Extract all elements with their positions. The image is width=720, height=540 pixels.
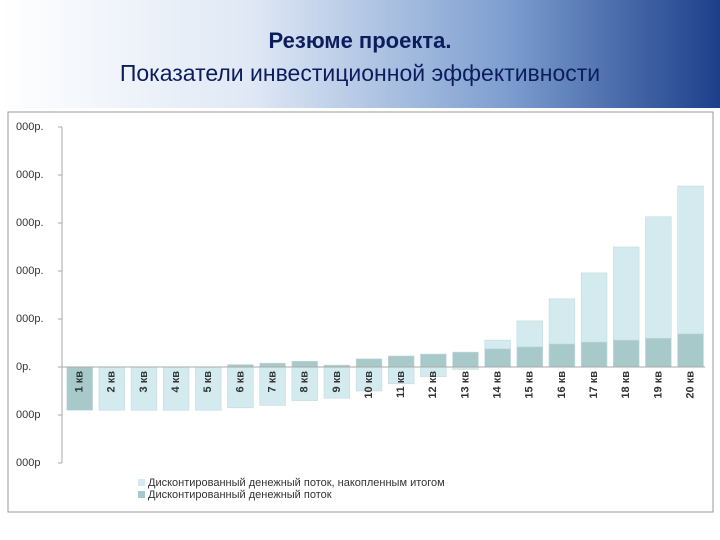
- x-tick-label: 17 кв: [588, 371, 600, 399]
- x-tick-label: 2 кв: [106, 371, 118, 393]
- bar: [645, 337, 672, 368]
- legend-label: Дисконтированный денежный поток: [148, 489, 332, 501]
- bar: [227, 366, 254, 409]
- bar: [291, 360, 318, 368]
- y-tick-label: 0р.: [16, 361, 31, 373]
- x-tick-label: 4 кв: [170, 371, 182, 393]
- legend-label: Дисконтированный денежный поток, накопле…: [148, 477, 445, 489]
- bar: [420, 353, 447, 368]
- x-tick-label: 3 кв: [138, 371, 150, 393]
- x-tick-label: 11 кв: [395, 371, 407, 398]
- bar: [677, 333, 704, 368]
- x-tick-label: 20 кв: [684, 371, 696, 399]
- y-tick-label: 000р: [16, 409, 40, 421]
- y-tick-label: 000р.: [16, 265, 44, 277]
- x-tick-label: 1 кв: [74, 371, 86, 393]
- bar: [516, 346, 543, 368]
- bar: [323, 366, 351, 399]
- bar: [162, 366, 190, 411]
- bar: [484, 348, 511, 368]
- x-tick-label: 19 кв: [652, 371, 664, 399]
- x-tick-label: 13 кв: [459, 371, 471, 399]
- bar: [548, 343, 576, 368]
- x-tick-label: 10 кв: [363, 371, 375, 399]
- chart-frame: [7, 111, 714, 513]
- x-tick-label: 16 кв: [556, 371, 568, 399]
- bar: [355, 366, 383, 392]
- y-tick-label: 000р.: [16, 121, 44, 133]
- bar: [259, 362, 286, 368]
- bar: [66, 366, 93, 411]
- bar: [259, 366, 286, 406]
- legend-swatch: [138, 479, 145, 486]
- x-tick-label: 9 кв: [331, 371, 343, 393]
- y-tick-label: 000р.: [16, 169, 44, 181]
- bar: [452, 351, 479, 368]
- y-tick-label: 000р: [16, 457, 40, 469]
- header: Резюме проекта. Показатели инвестиционно…: [0, 0, 720, 108]
- x-tick-label: 8 кв: [299, 371, 311, 393]
- bar: [355, 358, 383, 368]
- subtitle: Показатели инвестиционной эффективности: [119, 60, 601, 86]
- x-tick-label: 14 кв: [492, 371, 504, 399]
- x-tick-label: 12 кв: [427, 371, 439, 399]
- bar: [613, 339, 640, 368]
- y-tick-label: 000р.: [16, 217, 44, 229]
- legend-swatch: [138, 491, 145, 498]
- x-tick-label: 6 кв: [234, 371, 246, 393]
- bar: [195, 366, 222, 411]
- y-tick-label: 000р.: [16, 313, 44, 325]
- title: Резюме проекта.: [268, 28, 452, 53]
- bar: [388, 355, 415, 368]
- x-tick-label: 5 кв: [202, 371, 214, 393]
- x-tick-label: 7 кв: [266, 371, 278, 393]
- bar: [580, 341, 608, 368]
- x-tick-label: 18 кв: [620, 371, 632, 399]
- x-tick-label: 15 кв: [524, 371, 536, 399]
